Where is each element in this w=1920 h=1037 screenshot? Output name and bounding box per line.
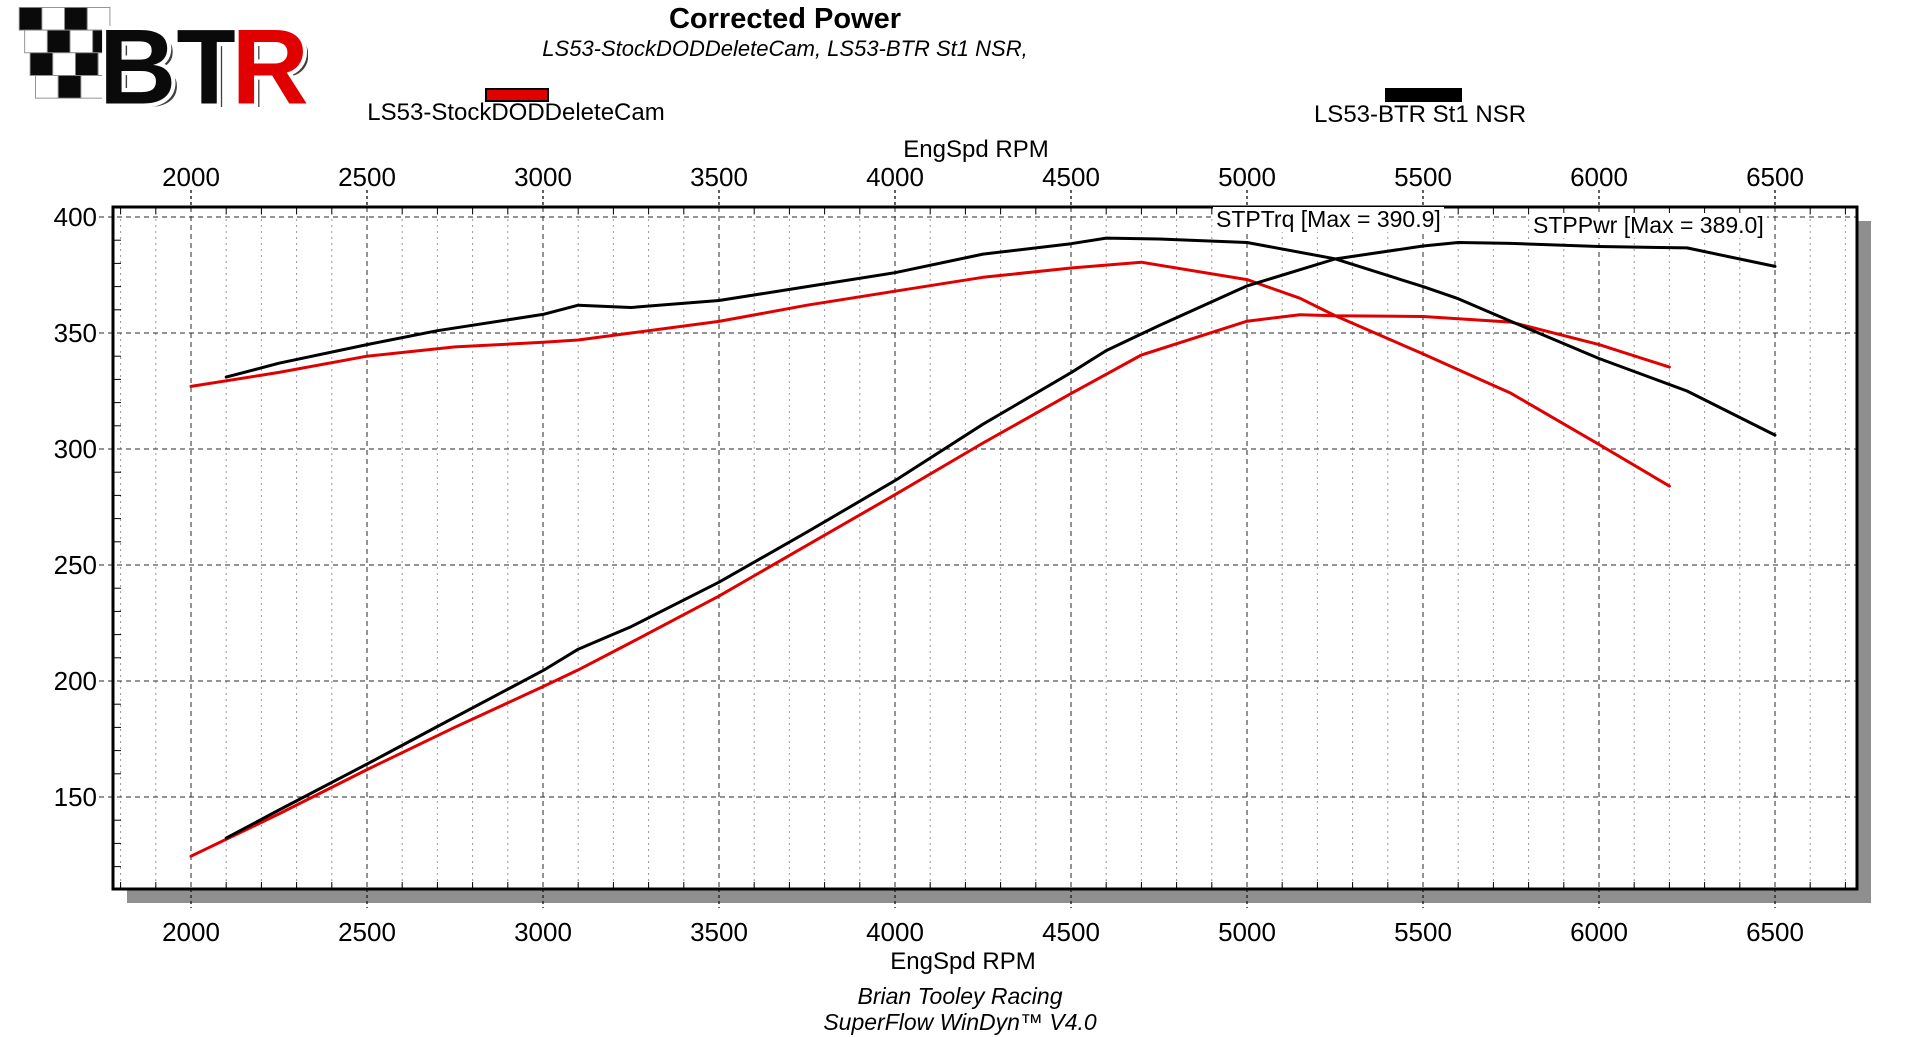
top-x-tick-label: 3000	[514, 162, 572, 192]
top-x-tick-label: 6000	[1570, 162, 1628, 192]
y-tick-label: 250	[54, 550, 97, 580]
top-x-tick-label: 4000	[866, 162, 924, 192]
top-x-tick-label: 4500	[1042, 162, 1100, 192]
bottom-x-tick-label: 3000	[514, 917, 572, 947]
torque-max-annotation: STPTrq [Max = 390.9]	[1213, 207, 1444, 232]
top-x-tick-label: 2000	[162, 162, 220, 192]
bottom-x-tick-label: 5000	[1218, 917, 1276, 947]
logo-letter-r: R	[231, 7, 308, 119]
top-x-tick-label: 5500	[1394, 162, 1452, 192]
bottom-x-tick-label: 2000	[162, 917, 220, 947]
bottom-x-tick-label: 5500	[1394, 917, 1452, 947]
bottom-x-axis-title: EngSpd RPM	[890, 948, 1036, 975]
page-subtitle: LS53-StockDODDeleteCam, LS53-BTR St1 NSR…	[542, 36, 1028, 61]
curve-ls53-btr-st1-nsr-stptrq-lb-ft-	[224, 236, 1777, 437]
curve-ls53-stockdoddeletecam-stptrq-lb-ft-	[189, 260, 1671, 488]
bottom-x-tick-label: 4000	[866, 917, 924, 947]
power-max-annotation: STPPwr [Max = 389.0]	[1530, 213, 1767, 238]
logo-shadow-r: R	[237, 10, 308, 119]
legend-swatch-red	[485, 88, 549, 102]
y-tick-label: 300	[54, 434, 97, 464]
curve-ls53-stockdoddeletecam-stppwr-hp-	[189, 313, 1671, 858]
top-x-axis-title: EngSpd RPM	[903, 136, 1049, 163]
top-x-tick-label: 3500	[690, 162, 748, 192]
y-tick-label: 350	[54, 318, 97, 348]
top-x-tick-label: 2500	[338, 162, 396, 192]
bottom-x-tick-label: 3500	[690, 917, 748, 947]
page-title: Corrected Power	[668, 3, 902, 35]
bottom-x-tick-label: 6000	[1570, 917, 1628, 947]
bottom-x-tick-label: 6500	[1746, 917, 1804, 947]
plot-background	[113, 207, 1857, 889]
logo-shadow-bt: BT	[104, 10, 247, 119]
bottom-x-tick-label: 2500	[338, 917, 396, 947]
top-x-tick-label: 5000	[1218, 162, 1276, 192]
top-x-tick-label: 6500	[1746, 162, 1804, 192]
y-tick-label: 400	[54, 202, 97, 232]
legend-label-black-run: LS53-BTR St1 NSR	[1313, 101, 1527, 128]
y-tick-label: 150	[54, 782, 97, 812]
footer-software: SuperFlow WinDyn™ V4.0	[823, 1009, 1097, 1035]
legend-label-red-run: LS53-StockDODDeleteCam	[367, 99, 665, 126]
y-tick-label: 200	[54, 666, 97, 696]
curve-ls53-btr-st1-nsr-stppwr-hp-	[224, 241, 1777, 840]
bottom-x-tick-label: 4500	[1042, 917, 1100, 947]
legend-swatch-black	[1385, 88, 1462, 102]
logo-letters-bt: BT	[99, 7, 242, 119]
footer-company: Brian Tooley Racing	[857, 983, 1063, 1009]
btr-logo: BT R BT R	[18, 3, 308, 119]
plot-frame	[111, 205, 1859, 891]
checkered-flag-icon	[18, 6, 127, 99]
